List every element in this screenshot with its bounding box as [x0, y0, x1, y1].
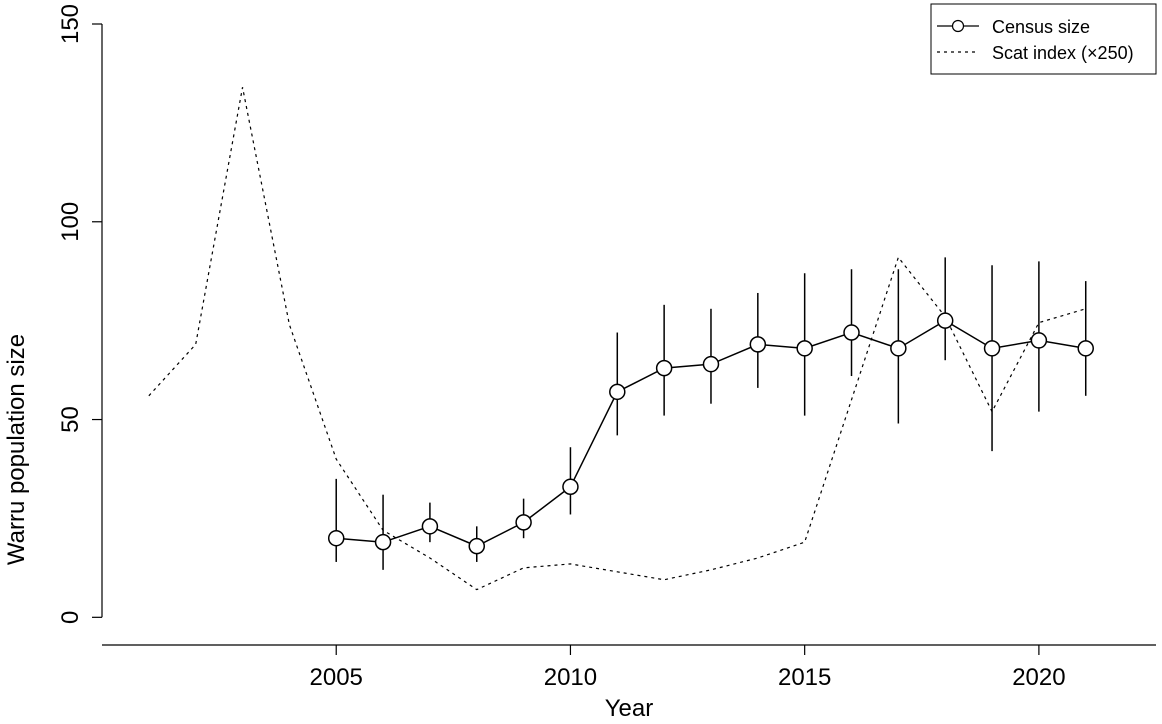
- x-tick-label: 2020: [1012, 664, 1065, 691]
- census-point: [843, 324, 860, 341]
- x-axis-label: Year: [605, 695, 654, 722]
- census-point: [890, 340, 907, 357]
- x-ticks: 2005 2010 2015 2020: [310, 645, 1066, 691]
- x-tick-label: 2005: [310, 664, 363, 691]
- legend-census-marker: [951, 19, 965, 33]
- y-ticks: 0 50 100 150: [57, 4, 102, 624]
- y-tick-label: 100: [57, 202, 84, 242]
- census-point: [374, 533, 392, 551]
- census-point: [327, 529, 345, 547]
- scat-index-line: [148, 87, 1086, 591]
- census-point: [749, 336, 767, 353]
- census-point: [562, 478, 579, 496]
- census-point: [421, 518, 439, 535]
- legend-box: [930, 3, 1157, 75]
- plot-area: [148, 87, 1094, 591]
- census-point: [796, 340, 813, 357]
- census-point: [515, 514, 532, 531]
- census-point: [936, 312, 954, 329]
- census-point: [1030, 332, 1048, 349]
- legend-scat-label: Scat index (×250): [992, 43, 1134, 63]
- x-tick-label: 2015: [778, 664, 831, 691]
- census-point: [468, 537, 486, 555]
- y-tick-label: 0: [57, 611, 84, 624]
- census-point: [1077, 340, 1094, 357]
- axes: 2005 2010 2015 2020 0 50 100 150: [57, 4, 1156, 691]
- census-point: [983, 340, 1001, 357]
- census-point: [655, 359, 673, 377]
- legend: Census size Scat index (×250): [930, 3, 1157, 75]
- y-tick-label: 50: [57, 406, 84, 433]
- x-tick-label: 2010: [544, 664, 597, 691]
- census-point: [609, 383, 626, 401]
- y-axis-label: Warru population size: [3, 334, 30, 565]
- y-tick-label: 150: [57, 4, 84, 44]
- census-point: [702, 355, 720, 373]
- legend-census-label: Census size: [992, 17, 1090, 37]
